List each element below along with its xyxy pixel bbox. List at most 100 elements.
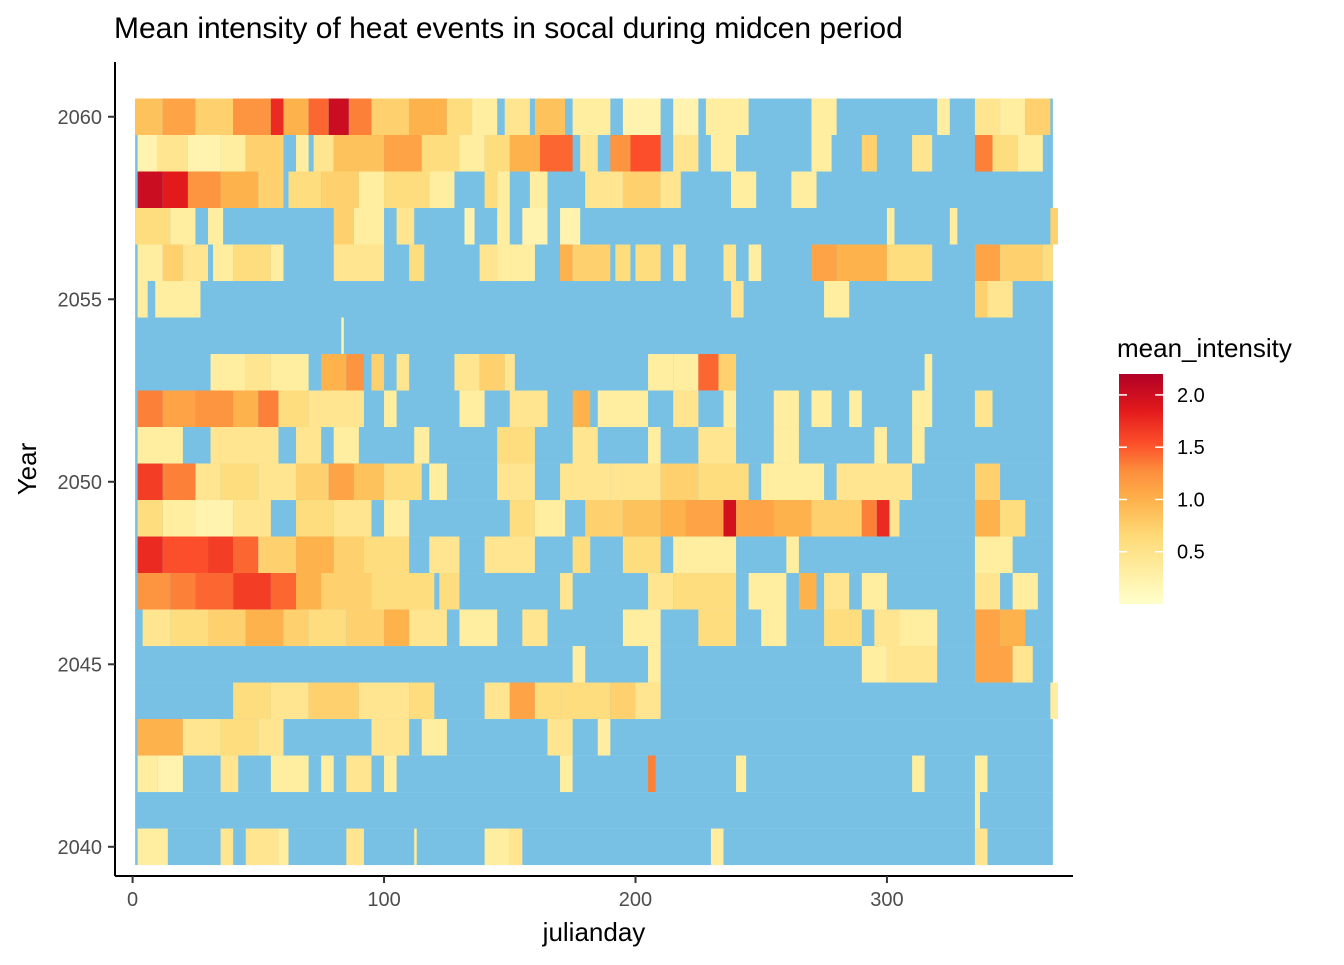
heatmap-cell (213, 244, 234, 282)
heatmap-cell (346, 354, 364, 391)
heatmap-cell (484, 171, 498, 209)
heatmap-cell (182, 719, 221, 756)
heatmap-cell (328, 463, 354, 501)
heatmap-cell (195, 573, 234, 610)
heatmap-cell (409, 682, 435, 720)
heatmap-cell (572, 98, 611, 136)
heatmap-cell (429, 463, 447, 501)
heatmap-cell (484, 536, 535, 574)
heatmap-cell (673, 135, 699, 172)
heatmap-cell (137, 244, 163, 282)
heatmap-cell (811, 500, 862, 537)
heatmap-cell (974, 573, 1001, 610)
legend-tick-label: 1.5 (1177, 437, 1205, 459)
heatmap-cell (1000, 609, 1026, 647)
heatmap-cell (384, 500, 410, 537)
heatmap-cell (162, 171, 188, 209)
heatmap-cell (137, 171, 163, 209)
heatmap-cell (288, 171, 322, 209)
heatmap-cell (454, 354, 480, 391)
heatmap-cell (135, 98, 163, 136)
heatmap-cell (220, 171, 259, 209)
heatmap-cell (283, 609, 309, 647)
heatmap-cell (137, 281, 148, 318)
legend-colorbar (1119, 374, 1163, 604)
heatmap-cell (761, 463, 825, 501)
heatmap-cell (497, 208, 510, 245)
heatmap-cell (723, 500, 737, 537)
heatmap-cell (912, 135, 933, 172)
heatmap-cell (924, 354, 933, 391)
heatmap-cell (660, 463, 699, 501)
heatmap-cell (534, 500, 566, 537)
heatmap-cell (245, 828, 279, 866)
heatmap-cell (1012, 573, 1038, 610)
heatmap-cell (220, 463, 259, 501)
heatmap-cell (876, 500, 890, 537)
legend-ticks: 0.5 1.0 1.5 2.0 (1119, 385, 1205, 564)
heatmap-cell (162, 244, 183, 282)
heatmap-cell (308, 682, 359, 720)
heatmap-cell (346, 609, 385, 647)
heatmap-cell (341, 317, 344, 355)
heatmap-cell (358, 682, 410, 720)
x-tick-label: 0 (127, 889, 138, 911)
heatmap-cell (648, 573, 674, 610)
heatmap-cell (270, 755, 309, 793)
heatmap-cell (270, 98, 284, 136)
heatmap-cell (861, 573, 887, 610)
heatmap-cell (384, 463, 422, 501)
heatmap-cell (414, 828, 417, 866)
heatmap-cell (321, 171, 359, 209)
heatmap-cell (296, 500, 334, 537)
heatmap-cell (384, 135, 422, 172)
heatmap-row-background (135, 792, 1053, 829)
heatmap-cell (162, 390, 196, 428)
heatmap-cell (580, 135, 598, 172)
heatmap-cell (673, 573, 737, 610)
heatmap-cell (648, 354, 674, 391)
heatmap-cell (504, 354, 515, 391)
heatmap-cell (1000, 98, 1026, 136)
heatmap-cell (886, 208, 895, 245)
y-tick-label: 2050 (58, 472, 103, 494)
heatmap-cell (635, 244, 661, 282)
heatmap-cell (384, 390, 397, 428)
heatmap-cell (296, 463, 329, 501)
heatmap-cell (396, 208, 415, 245)
heatmap-cell (321, 755, 334, 793)
legend-tick-label: 0.5 (1177, 542, 1205, 564)
heatmap-cell (210, 354, 246, 391)
heatmap-cell (974, 536, 1013, 574)
heatmap-cell (195, 390, 234, 428)
heatmap-cell (886, 244, 933, 282)
heatmap-cell (137, 500, 163, 537)
heatmap-cell (333, 427, 359, 464)
heatmap-cell (698, 609, 737, 647)
heatmap-cell (233, 573, 271, 610)
heatmap-cell (698, 463, 749, 501)
heatmap-cell (233, 244, 271, 282)
heatmap-cell (409, 244, 425, 282)
heatmap-cell (660, 171, 681, 209)
heatmap-cell (773, 427, 799, 464)
x-axis-ticks: 0 100 200 300 (127, 876, 904, 911)
heatmap-cell (685, 500, 724, 537)
heatmap-cell (439, 573, 460, 610)
heatmap-cell (333, 135, 385, 172)
heatmap-cell (446, 98, 473, 136)
heatmap-cell (889, 500, 900, 537)
heatmap-cell (824, 609, 862, 647)
heatmap-cell (1000, 500, 1026, 537)
heatmap-cell (472, 98, 498, 136)
heatmap-cell (710, 828, 724, 866)
heatmap-cell (137, 536, 163, 574)
heatmap-cell (622, 609, 661, 647)
heatmap-cell (308, 98, 329, 136)
heatmap-cell (484, 135, 510, 172)
heatmap-cell (459, 609, 498, 647)
heatmap-cell (974, 500, 1001, 537)
heatmap-cell (296, 536, 334, 574)
heatmap-cell (296, 573, 322, 610)
legend-title: mean_intensity (1117, 333, 1292, 363)
